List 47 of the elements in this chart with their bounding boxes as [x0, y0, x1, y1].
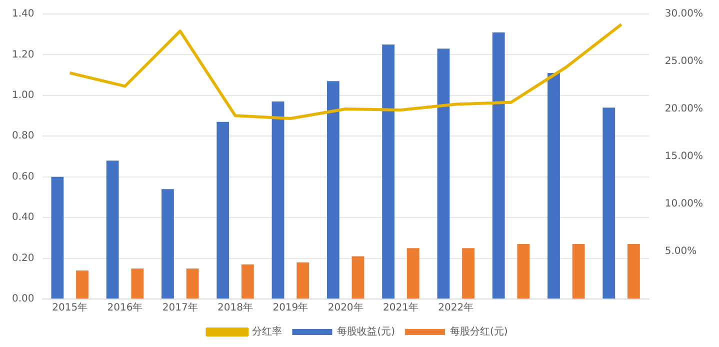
- x-tick-label: 2019年: [272, 302, 308, 314]
- y-tick-label: 1.40: [12, 8, 34, 20]
- bar: [106, 160, 119, 298]
- y-tick-label: 0.20: [12, 252, 34, 264]
- legend-label: 分红率: [252, 326, 282, 338]
- y2-tick-label: 25.00%: [664, 56, 704, 68]
- y-tick-label: 0.00: [12, 294, 34, 305]
- y-tick-label: 0.80: [12, 130, 34, 142]
- x-tick-label: 2017年: [162, 302, 198, 314]
- bar: [296, 262, 310, 298]
- x-tick-label: 2016年: [107, 302, 143, 314]
- bar: [186, 268, 199, 298]
- y2-tick-label: 15.00%: [664, 151, 704, 162]
- x-tick-label: 2020年: [328, 302, 364, 314]
- y2-tick-label: 30.00%: [664, 8, 704, 20]
- bar: [326, 81, 340, 298]
- bar: [492, 32, 505, 298]
- bar: [241, 264, 254, 298]
- bar: [628, 244, 640, 298]
- bar: [76, 270, 88, 298]
- bar: [572, 244, 585, 298]
- x-tick-label: 2021年: [382, 302, 418, 314]
- bar: [162, 189, 174, 298]
- y2-tick-label: 10.00%: [664, 198, 704, 210]
- bar: [462, 248, 474, 298]
- y-tick-label: 1.20: [12, 49, 34, 60]
- x-tick-label: 2018年: [218, 302, 254, 314]
- bar: [602, 108, 616, 298]
- bar: [216, 122, 230, 298]
- x-tick-label: 2022年: [438, 302, 474, 314]
- y2-tick-label: 5.00%: [664, 246, 697, 258]
- bar: [548, 73, 560, 298]
- y-tick-label: 0.60: [12, 171, 34, 182]
- y-tick-label: 1.00: [12, 90, 34, 102]
- bar: [382, 44, 395, 298]
- bar: [51, 176, 64, 298]
- bar: [517, 244, 530, 298]
- bar: [352, 256, 364, 298]
- legend-label: 每股收益(元): [337, 326, 396, 338]
- x-tick-label: 2015年: [52, 302, 88, 314]
- bar: [406, 248, 420, 298]
- bar: [272, 102, 284, 298]
- y-tick-label: 0.40: [12, 212, 34, 224]
- y2-tick-label: 20.00%: [664, 104, 704, 115]
- bar: [131, 268, 144, 298]
- bar: [437, 48, 450, 298]
- legend-label: 每股分红(元): [450, 326, 508, 338]
